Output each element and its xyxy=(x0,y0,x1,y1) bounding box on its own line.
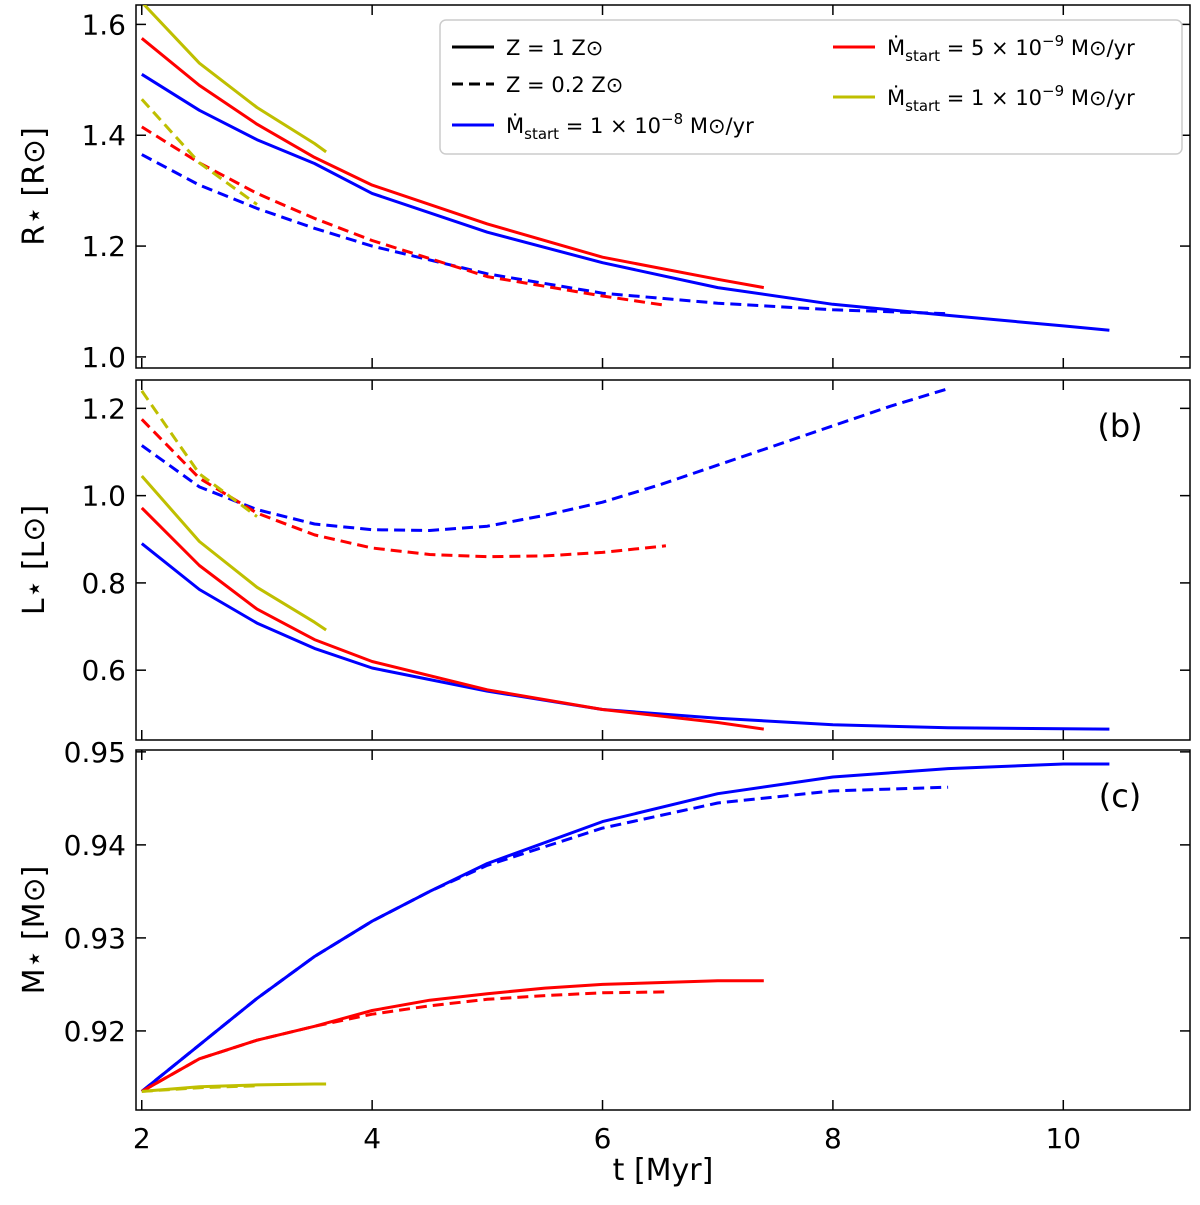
series-line-blue-solid xyxy=(141,73,1110,332)
series-line-blue-solid xyxy=(140,762,1110,1093)
legend-label-mdot: Ṁstart = 1 × 10−8 M⊙/yr xyxy=(506,110,754,143)
x-tick-label: 8 xyxy=(824,1122,842,1155)
y-tick-label: 0.93 xyxy=(64,922,126,955)
y-axis-label: R⋆ [R⊙] xyxy=(17,127,52,246)
x-tick-label: 10 xyxy=(1045,1122,1081,1155)
series-line-red-dashed xyxy=(141,990,666,1093)
y-tick-label: 0.95 xyxy=(64,736,126,769)
panel-frame xyxy=(135,379,1191,741)
y-tick-label: 1.2 xyxy=(81,392,126,425)
series-line-olive-dashed xyxy=(141,1084,258,1093)
legend-label-dashed: Z = 0.2 Z⊙ xyxy=(506,73,623,97)
x-axis-label: t [Myr] xyxy=(613,1153,714,1188)
y-tick-label: 0.6 xyxy=(81,654,126,687)
y-tick-label: 1.0 xyxy=(81,341,126,374)
series-line-red-solid xyxy=(140,506,765,731)
y-tick-label: 1.6 xyxy=(81,8,126,41)
y-tick-label: 0.8 xyxy=(81,567,126,600)
x-tick-label: 6 xyxy=(594,1122,612,1155)
legend-box xyxy=(439,19,1183,155)
y-tick-label: 1.0 xyxy=(81,480,126,513)
legend-label-mdot: Ṁstart = 1 × 10−9 M⊙/yr xyxy=(887,82,1135,115)
y-axis-label: M⋆ [M⊙] xyxy=(17,866,52,995)
series-line-blue-solid xyxy=(140,542,1110,731)
legend-label-mdot: Ṁstart = 5 × 10−9 M⊙/yr xyxy=(887,32,1135,65)
panel-tag: (c) xyxy=(1099,777,1142,815)
panel-frame xyxy=(135,4,1191,369)
x-tick-label: 4 xyxy=(363,1122,381,1155)
y-tick-label: 0.92 xyxy=(64,1015,126,1048)
panel-frame xyxy=(135,749,1191,1111)
y-tick-label: 1.4 xyxy=(81,119,126,152)
series-line-olive-dashed xyxy=(140,98,258,206)
series-line-red-dashed xyxy=(140,418,667,559)
y-tick-label: 1.2 xyxy=(81,230,126,263)
series-line-blue-dashed xyxy=(140,785,949,1093)
y-axis-label: L⋆ [L⊙] xyxy=(17,505,52,615)
legend-label-solid: Z = 1 Z⊙ xyxy=(506,36,603,60)
series-line-red-solid xyxy=(140,37,765,290)
series-line-olive-solid xyxy=(140,475,327,632)
series-line-red-solid xyxy=(141,979,764,1093)
panel-tag: (b) xyxy=(1097,407,1142,445)
y-tick-label: 0.94 xyxy=(64,829,126,862)
series-line-blue-dashed xyxy=(141,153,949,316)
series-line-olive-solid xyxy=(142,5,327,154)
series-line-blue-dashed xyxy=(140,387,949,532)
series-line-red-dashed xyxy=(141,125,667,307)
x-tick-label: 2 xyxy=(133,1122,151,1155)
